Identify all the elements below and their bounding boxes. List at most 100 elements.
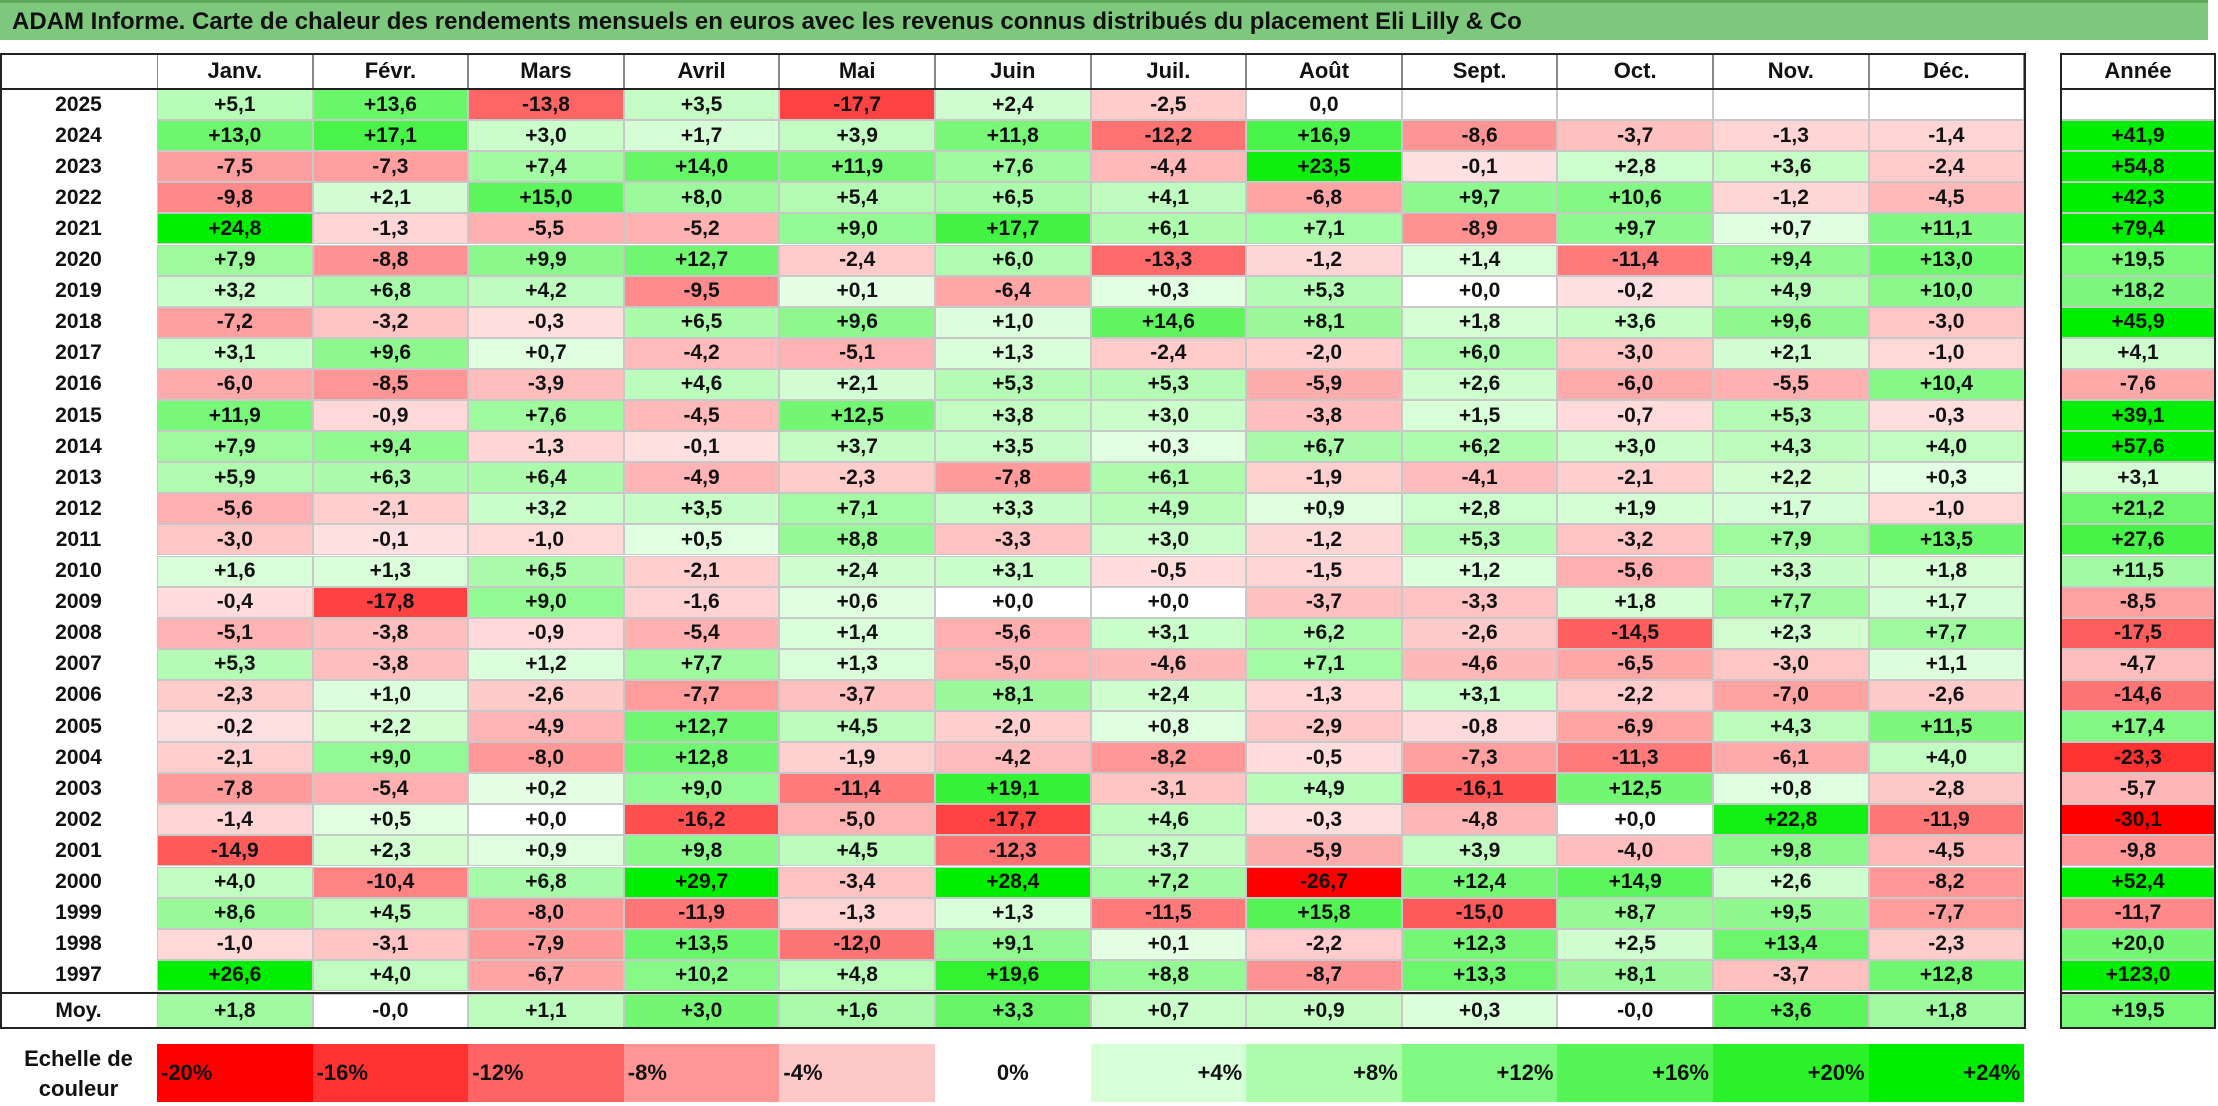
scale-label-line2: couleur — [38, 1076, 119, 1101]
heat-cell: -0,7 — [1557, 400, 1713, 432]
heat-cell: +0,7 — [1713, 213, 1869, 245]
heat-cell: +1,2 — [468, 648, 624, 680]
average-label: Moy. — [0, 993, 157, 1028]
heat-cell: -12,2 — [1090, 120, 1247, 152]
heat-cell: -6,9 — [1557, 711, 1713, 743]
heat-cell: -12,3 — [935, 835, 1091, 867]
heat-cell: +7,6 — [935, 151, 1091, 183]
heat-cell: +2,1 — [312, 182, 469, 214]
heat-cell: -4,4 — [1090, 151, 1247, 183]
heat-cell: -0,5 — [1090, 555, 1247, 587]
heat-cell: +6,5 — [623, 306, 780, 338]
month-header: Janv. — [157, 53, 313, 89]
heat-cell: -3,3 — [1401, 586, 1558, 618]
heat-cell: +9,0 — [779, 213, 935, 245]
scale-swatch: +12% — [1401, 1044, 1558, 1102]
heat-cell: -2,1 — [1557, 462, 1713, 494]
heat-cell: -2,2 — [1246, 928, 1402, 960]
heat-cell: +3,6 — [1557, 306, 1713, 338]
heat-cell: -1,0 — [157, 928, 313, 960]
annual-cell: +41,9 — [2061, 120, 2215, 152]
scale-swatch: +20% — [1713, 1044, 1869, 1102]
annual-cell: +42,3 — [2061, 182, 2215, 214]
heat-cell: +13,0 — [1868, 244, 2025, 276]
heat-cell: +8,1 — [1246, 306, 1402, 338]
average-cell: +1,1 — [468, 993, 624, 1028]
heat-cell: +19,6 — [935, 959, 1091, 991]
heat-cell: +8,6 — [157, 897, 313, 929]
heat-cell: -8,7 — [1246, 959, 1402, 991]
heat-cell: -7,3 — [1401, 742, 1558, 774]
heat-cell: -2,1 — [157, 742, 313, 774]
heat-cell: -1,5 — [1246, 555, 1402, 587]
heat-cell: +8,1 — [1557, 959, 1713, 991]
heat-cell: -7,7 — [1868, 897, 2025, 929]
heat-cell: +0,9 — [1246, 493, 1402, 525]
annual-cell: +19,5 — [2061, 244, 2215, 276]
annual-cell: +4,1 — [2061, 337, 2215, 369]
heat-cell: -8,5 — [312, 368, 469, 400]
heat-cell: -2,3 — [1868, 928, 2025, 960]
heat-cell: +1,4 — [1401, 244, 1558, 276]
heat-cell: -1,4 — [157, 804, 313, 836]
heat-cell: -1,0 — [468, 524, 624, 556]
heat-cell: -11,3 — [1557, 742, 1713, 774]
heat-cell: +14,6 — [1090, 306, 1247, 338]
heat-cell: -6,4 — [935, 275, 1091, 307]
heat-cell: -0,3 — [1868, 400, 2025, 432]
heat-cell: +16,9 — [1246, 120, 1402, 152]
year-label: 2011 — [0, 524, 157, 556]
heat-cell: +3,8 — [935, 400, 1091, 432]
annual-header: Année — [2061, 53, 2215, 89]
heat-cell: +4,0 — [1868, 742, 2025, 774]
heat-cell: -17,7 — [935, 804, 1091, 836]
heat-cell: -12,0 — [779, 928, 935, 960]
heat-cell: +4,5 — [312, 897, 469, 929]
heat-cell: +24,8 — [157, 213, 313, 245]
heat-cell — [1868, 89, 2025, 121]
heat-cell: -1,3 — [1246, 679, 1402, 711]
heat-cell: +2,1 — [1713, 337, 1869, 369]
heat-cell: +1,3 — [779, 648, 935, 680]
heat-cell: -8,9 — [1401, 213, 1558, 245]
heat-cell: -6,8 — [1246, 182, 1402, 214]
heat-cell: +4,1 — [1090, 182, 1247, 214]
heat-cell: +1,3 — [312, 555, 469, 587]
annual-cell: +11,5 — [2061, 555, 2215, 587]
heat-cell: +3,5 — [623, 89, 780, 121]
heat-cell: +10,4 — [1868, 368, 2025, 400]
average-cell: -0,0 — [1557, 993, 1713, 1028]
year-label: 2021 — [0, 213, 157, 245]
heat-cell: +13,3 — [1401, 959, 1558, 991]
heat-cell: -5,0 — [935, 648, 1091, 680]
heat-cell: +7,9 — [1713, 524, 1869, 556]
heat-cell: -0,3 — [1246, 804, 1402, 836]
heat-cell: +4,9 — [1090, 493, 1247, 525]
scale-swatch: -8% — [623, 1044, 780, 1102]
heat-cell: +2,6 — [1401, 368, 1558, 400]
heat-cell: +3,5 — [935, 431, 1091, 463]
heat-cell: +7,1 — [1246, 213, 1402, 245]
heat-cell: +28,4 — [935, 866, 1091, 898]
heat-cell: -13,8 — [468, 89, 624, 121]
heat-cell: -4,9 — [623, 462, 780, 494]
average-cell: +1,8 — [157, 993, 313, 1028]
heat-cell: +0,3 — [1090, 431, 1247, 463]
heat-cell: -17,8 — [312, 586, 469, 618]
heat-cell: +8,8 — [779, 524, 935, 556]
heat-cell: +9,0 — [623, 773, 780, 805]
heat-cell: -3,0 — [1713, 648, 1869, 680]
heat-cell: +1,7 — [1868, 586, 2025, 618]
heat-cell: -1,3 — [779, 897, 935, 929]
annual-cell: -5,7 — [2061, 773, 2215, 805]
heat-cell: -3,0 — [157, 524, 313, 556]
heat-cell: -5,9 — [1246, 368, 1402, 400]
heat-cell: +4,2 — [468, 275, 624, 307]
annual-average-divider — [2060, 991, 2216, 994]
year-label: 2023 — [0, 151, 157, 183]
heat-cell: +9,6 — [1713, 306, 1869, 338]
heat-cell: -3,2 — [312, 306, 469, 338]
heat-cell: +0,1 — [779, 275, 935, 307]
scale-swatch: 0% — [935, 1044, 1091, 1102]
heat-cell: +19,1 — [935, 773, 1091, 805]
